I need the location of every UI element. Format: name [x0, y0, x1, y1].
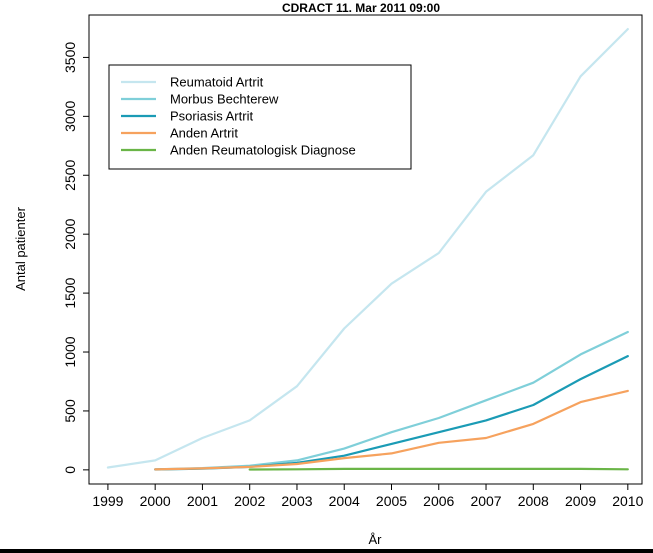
y-tick-label: 3500: [62, 42, 78, 73]
chart-title: CDRACT 11. Mar 2011 09:00: [282, 1, 440, 15]
x-tick-label: 2003: [281, 493, 312, 509]
legend-label: Psoriasis Artrit: [170, 109, 253, 124]
x-axis: 1999 2000 2001 2002 2003 2004 2005 2006 2007 2008…: [92, 484, 644, 509]
series-line-morbus-bechterew: [154, 330, 629, 471]
series-line-reumatoid-artrit: [106, 28, 629, 469]
legend-box: [108, 64, 412, 170]
legend-label: Reumatoid Artrit: [170, 75, 264, 90]
y-tick-label: 2000: [62, 218, 78, 249]
x-tick-label: 2006: [423, 493, 454, 509]
x-tick-label: 2005: [376, 493, 407, 509]
x-tick-label: 2008: [518, 493, 549, 509]
y-tick-label: 0: [62, 466, 78, 474]
y-tick-label: 2500: [62, 159, 78, 190]
series-line-anden-reumatologisk-diagnose: [248, 467, 629, 471]
x-tick-label: 2009: [565, 493, 596, 509]
y-tick-label: 1500: [62, 277, 78, 308]
y-axis: 0 500 1000 1500 2000 2500 3000 3500: [62, 42, 89, 474]
legend: Reumatoid Artrit Morbus Bechterew Psoriasi…: [108, 64, 412, 170]
y-tick-label: 500: [62, 399, 78, 423]
series-line-anden-artrit: [154, 389, 629, 471]
plot-frame: [88, 14, 643, 485]
x-tick-label: 1999: [92, 493, 123, 509]
x-tick-label: 2002: [234, 493, 265, 509]
x-tick-label: 2000: [140, 493, 171, 509]
x-tick-label: 2004: [329, 493, 360, 509]
x-axis-title: År: [369, 532, 383, 547]
x-tick-label: 2007: [470, 493, 501, 509]
bottom-edge-bar: [0, 549, 653, 553]
y-tick-label: 1000: [62, 336, 78, 367]
x-tick-label: 2001: [187, 493, 218, 509]
legend-label: Morbus Bechterew: [170, 92, 279, 107]
y-tick-label: 3000: [62, 101, 78, 132]
legend-label: Anden Reumatologisk Diagnose: [170, 143, 356, 158]
legend-label: Anden Artrit: [170, 126, 238, 141]
y-axis-title: Antal patienter: [13, 206, 28, 291]
x-tick-label: 2010: [612, 493, 643, 509]
series-lines: [106, 28, 629, 471]
